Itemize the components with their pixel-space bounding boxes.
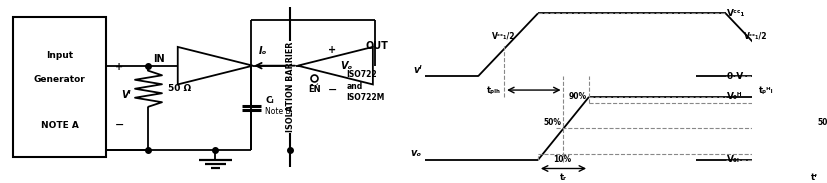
Text: 10%: 10%: [553, 154, 571, 164]
Text: ĒŃ: ĒŃ: [308, 85, 321, 94]
Text: ISO722
and
ISO722M: ISO722 and ISO722M: [347, 70, 385, 102]
Text: vᴵ: vᴵ: [413, 65, 422, 75]
Text: 50%: 50%: [543, 118, 562, 127]
Text: 0 V: 0 V: [727, 72, 743, 81]
Text: Vᶜᶜ₁: Vᶜᶜ₁: [727, 9, 745, 18]
Polygon shape: [298, 47, 373, 84]
Text: IN: IN: [153, 54, 165, 64]
Text: tₚᴴₗ: tₚᴴₗ: [758, 86, 773, 95]
Text: tᵣ: tᵣ: [560, 173, 567, 182]
Text: Vᶜᶜ₁/2: Vᶜᶜ₁/2: [743, 32, 767, 41]
Text: Input: Input: [46, 51, 73, 60]
Text: Generator: Generator: [34, 75, 85, 84]
Text: Vₒ: Vₒ: [340, 61, 352, 71]
Text: Vᶜᶜ₁/2: Vᶜᶜ₁/2: [492, 32, 516, 41]
Text: Iₒ: Iₒ: [258, 46, 267, 56]
Text: 50 Ω: 50 Ω: [168, 84, 191, 93]
Text: Note B: Note B: [265, 107, 291, 116]
Text: −: −: [114, 119, 124, 129]
Text: 50%: 50%: [817, 118, 827, 127]
Text: Cₗ: Cₗ: [265, 96, 274, 105]
Text: +: +: [115, 62, 123, 72]
Text: V₀ᴴ: V₀ᴴ: [727, 92, 743, 101]
Text: ISOLATION BARRIER: ISOLATION BARRIER: [286, 42, 294, 132]
Text: 90%: 90%: [569, 92, 586, 102]
Text: +: +: [327, 45, 336, 55]
FancyBboxPatch shape: [12, 17, 107, 157]
Text: −: −: [327, 85, 337, 95]
Text: tᶠ: tᶠ: [811, 173, 819, 182]
Text: V₀ₗ: V₀ₗ: [727, 156, 740, 165]
Text: tₚₗₕ: tₚₗₕ: [487, 86, 501, 95]
Text: vₒ: vₒ: [410, 148, 422, 158]
Text: NOTE A: NOTE A: [41, 121, 79, 130]
Polygon shape: [178, 47, 253, 84]
Text: Vⁱ: Vⁱ: [121, 90, 131, 100]
Text: OUT: OUT: [366, 41, 388, 51]
